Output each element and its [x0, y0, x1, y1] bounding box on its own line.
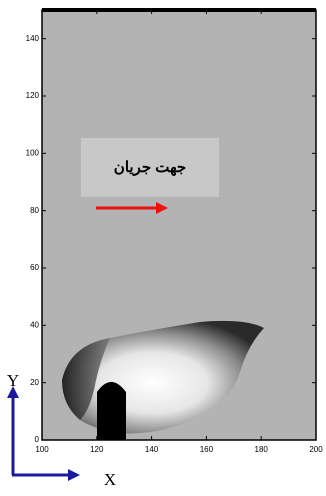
page: {"chart_data": {"type": "image", "annota…: [0, 0, 326, 491]
x-tick-label: 200: [309, 445, 323, 454]
y-tick-label: 40: [30, 320, 39, 329]
x-tick-label: 180: [255, 445, 269, 454]
y-tick-label: 100: [26, 148, 40, 157]
x-tick-label: 140: [145, 445, 159, 454]
y-tick-label: 120: [26, 91, 40, 100]
pier: [97, 382, 126, 440]
y-tick-label: 80: [30, 206, 39, 215]
y-axis-label: Y: [7, 371, 19, 390]
y-tick-label: 0: [35, 435, 40, 444]
x-tick-label: 120: [90, 445, 104, 454]
y-tick-label: 60: [30, 263, 39, 272]
x-tick-label: 160: [200, 445, 214, 454]
annotation: جهت جریان: [114, 159, 186, 176]
chart: جهت جریان Y X 100 120 140 160 180 200 0 20 40 60 8…: [0, 0, 326, 491]
y-tick-label: 20: [30, 378, 39, 387]
x-tick-label: 100: [35, 445, 49, 454]
x-arrow-head: [68, 469, 80, 481]
y-tick-label: 140: [26, 34, 40, 43]
x-axis-label: X: [104, 470, 116, 489]
